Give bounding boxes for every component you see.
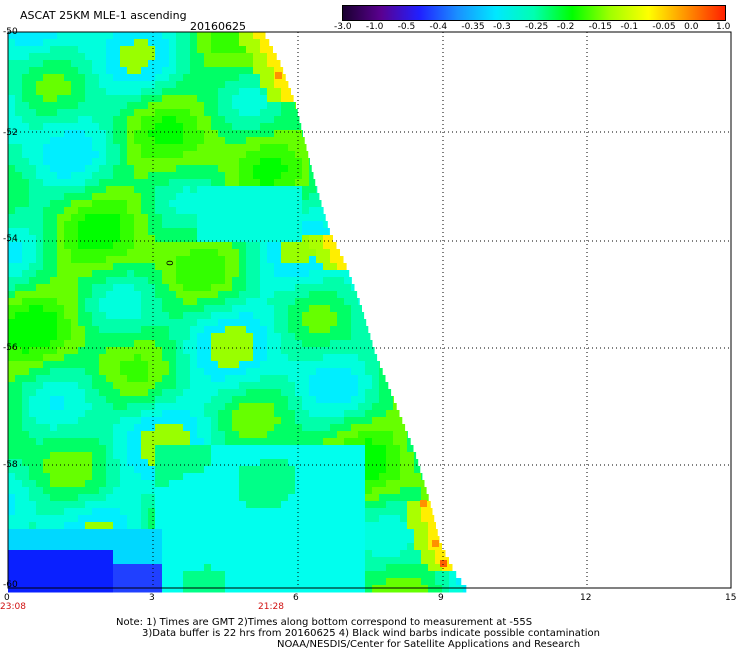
chart-date: 20160625 <box>190 20 246 33</box>
x-label-3: 3 <box>149 593 155 603</box>
colorbar-label: -1.0 <box>365 22 384 32</box>
time-label-end: 21:28 <box>258 602 284 612</box>
colorbar-labels: -3.0 -1.0 -0.5 -0.4 -0.35 -0.3 -0.25 -0.2 -0.15-… <box>320 22 740 34</box>
note-line-3: NOAA/NESDIS/Center for Satellite Applica… <box>277 639 581 650</box>
colorbar-label: -3.0 <box>334 22 352 32</box>
y-label-56: -56 <box>3 343 18 353</box>
colorbar-label: -0.2 <box>556 22 575 32</box>
colorbar-label: -0.1 <box>620 22 639 32</box>
note-line-2: 3)Data buffer is 22 hrs from 20160625 4)… <box>142 628 600 639</box>
y-label-60: -60 <box>3 580 18 590</box>
x-label-9: 9 <box>438 593 444 603</box>
plot-frame <box>7 31 732 589</box>
x-label-15: 15 <box>725 593 737 603</box>
colorbar-label: -0.15 <box>588 22 612 32</box>
y-label-54: -54 <box>3 234 18 244</box>
y-label-50: -50 <box>3 27 18 37</box>
colorbar-label: -0.4 <box>429 22 448 32</box>
colorbar-label: 1.0 <box>716 22 731 32</box>
note-line-1: Note: 1) Times are GMT 2)Times along bot… <box>116 617 533 628</box>
colorbar-label: -0.5 <box>397 22 416 32</box>
colorbar-label: -0.05 <box>652 22 676 32</box>
y-label-52: -52 <box>3 128 18 138</box>
colorbar-label: -0.35 <box>461 22 485 32</box>
contour-label: 0 <box>165 260 176 266</box>
x-label-6: 6 <box>293 593 299 603</box>
y-label-58: -58 <box>3 460 18 470</box>
colorbar-label: 0.0 <box>684 22 699 32</box>
colorbar-label: -0.25 <box>525 22 549 32</box>
x-label-0: 0 <box>4 593 10 603</box>
chart-title: ASCAT 25KM MLE-1 ascending <box>20 9 187 22</box>
colorbar <box>342 5 726 21</box>
colorbar-label: -0.3 <box>493 22 511 32</box>
time-label-start: 23:08 <box>0 602 26 612</box>
x-label-12: 12 <box>580 593 592 603</box>
